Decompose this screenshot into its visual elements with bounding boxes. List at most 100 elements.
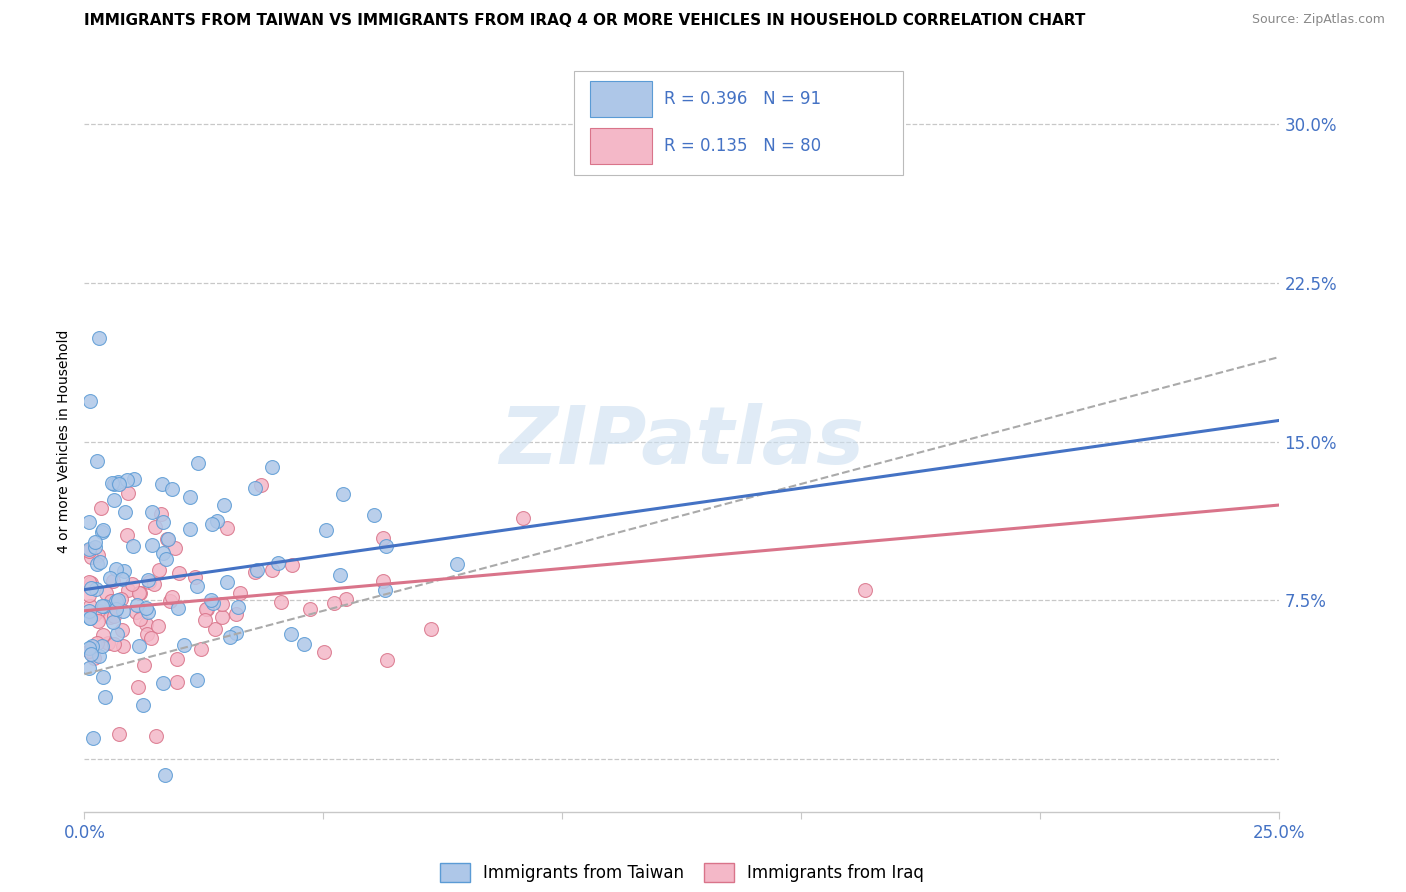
Point — [186, 673, 208, 688]
Point — [229, 586, 252, 600]
Point — [121, 577, 143, 591]
Point — [97, 636, 120, 650]
Point — [90, 639, 112, 653]
Point — [280, 627, 302, 641]
Point — [145, 729, 167, 743]
Point — [315, 523, 337, 537]
Point — [132, 658, 155, 673]
Point — [79, 599, 101, 614]
Point — [332, 487, 354, 501]
Point — [179, 522, 201, 536]
Point — [200, 593, 222, 607]
Point — [420, 622, 443, 636]
Point — [371, 531, 394, 545]
Point — [329, 567, 352, 582]
Point — [322, 596, 344, 610]
Point — [446, 557, 468, 571]
Point — [260, 563, 283, 577]
Point — [104, 562, 127, 576]
Point — [212, 498, 235, 512]
Point — [173, 639, 195, 653]
Point — [87, 615, 110, 629]
Point — [84, 540, 107, 554]
Point — [77, 515, 100, 529]
Point — [163, 541, 186, 555]
Point — [86, 558, 108, 572]
Point — [128, 639, 150, 653]
Point — [139, 631, 162, 645]
Point — [184, 570, 207, 584]
FancyBboxPatch shape — [591, 128, 652, 164]
Point — [128, 612, 150, 626]
Point — [225, 626, 247, 640]
Point — [93, 670, 115, 684]
Point — [79, 611, 101, 625]
Point — [107, 593, 129, 607]
Point — [114, 505, 136, 519]
Point — [87, 548, 110, 562]
Point — [77, 575, 100, 590]
Point — [143, 577, 166, 591]
Point — [267, 556, 290, 570]
Point — [195, 601, 218, 615]
Point — [270, 595, 292, 609]
Point — [141, 538, 163, 552]
Point — [84, 535, 107, 549]
Point — [103, 609, 125, 624]
Point — [125, 598, 148, 612]
Point — [103, 476, 125, 491]
Point — [83, 607, 105, 622]
Point — [135, 617, 157, 632]
Point — [135, 627, 157, 641]
Point — [80, 581, 103, 595]
Point — [111, 639, 134, 653]
Point — [211, 597, 233, 611]
Point — [160, 482, 183, 496]
Point — [155, 552, 177, 566]
Point — [80, 647, 103, 661]
Point — [91, 599, 114, 614]
Point — [91, 628, 114, 642]
Point — [245, 481, 267, 495]
Point — [201, 596, 224, 610]
Point — [83, 651, 105, 665]
Point — [195, 601, 218, 615]
Point — [111, 623, 134, 637]
Point — [166, 652, 188, 666]
Point — [377, 653, 399, 667]
Point — [215, 521, 238, 535]
Point — [86, 636, 108, 650]
Point — [87, 331, 110, 345]
Point — [77, 661, 100, 675]
Legend: Immigrants from Taiwan, Immigrants from Iraq: Immigrants from Taiwan, Immigrants from … — [433, 856, 931, 888]
Point — [82, 731, 104, 745]
Point — [127, 680, 149, 694]
Point — [91, 523, 114, 537]
Point — [150, 507, 173, 521]
Point — [94, 690, 117, 705]
Point — [166, 674, 188, 689]
Point — [150, 477, 173, 491]
Point — [374, 582, 396, 597]
Point — [166, 601, 188, 615]
Point — [152, 546, 174, 560]
Point — [152, 676, 174, 690]
Point — [225, 607, 247, 621]
Point — [246, 563, 269, 577]
Point — [100, 593, 122, 607]
Point — [243, 566, 266, 580]
Point — [138, 574, 160, 589]
Point — [77, 603, 100, 617]
Point — [186, 579, 208, 593]
Point — [205, 514, 228, 528]
Point — [218, 630, 240, 644]
Point — [167, 566, 190, 580]
Point — [100, 475, 122, 490]
Point — [187, 456, 209, 470]
Text: IMMIGRANTS FROM TAIWAN VS IMMIGRANTS FROM IRAQ 4 OR MORE VEHICLES IN HOUSEHOLD C: IMMIGRANTS FROM TAIWAN VS IMMIGRANTS FRO… — [84, 13, 1085, 29]
Point — [98, 609, 121, 624]
Point — [160, 590, 183, 604]
Text: ZIPatlas: ZIPatlas — [499, 402, 865, 481]
Point — [204, 622, 226, 636]
Point — [89, 555, 111, 569]
